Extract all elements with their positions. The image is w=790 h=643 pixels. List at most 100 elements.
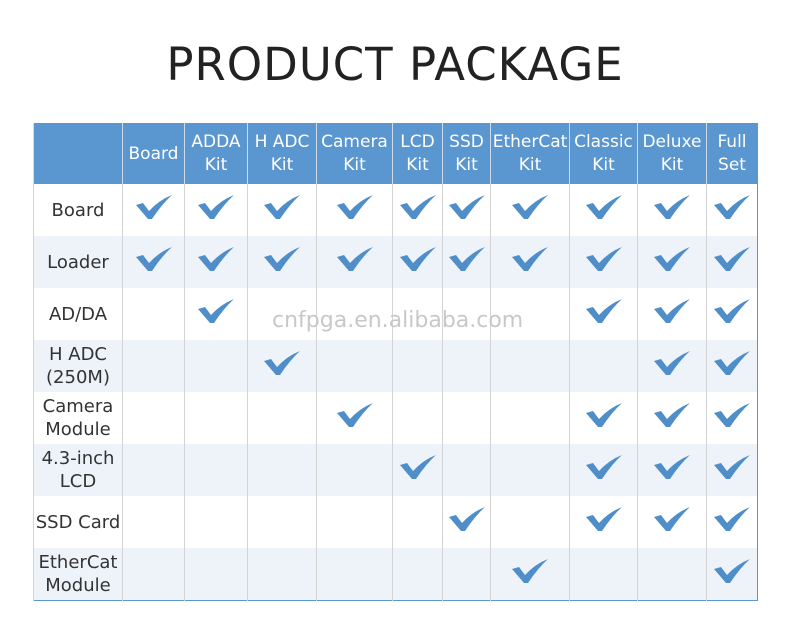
- cell: [247, 444, 317, 496]
- cell: [122, 548, 185, 601]
- check-icon: [448, 246, 486, 272]
- cell: [706, 236, 758, 288]
- check-icon: [585, 506, 623, 532]
- cell: [316, 548, 393, 601]
- check-icon: [653, 350, 691, 376]
- cell: [490, 548, 570, 601]
- row-label: AD/DA: [33, 288, 123, 340]
- table-row: Loader: [33, 236, 758, 288]
- cell: [637, 444, 707, 496]
- cell: [184, 340, 248, 392]
- cell: [637, 340, 707, 392]
- check-icon: [448, 194, 486, 220]
- cell: [637, 392, 707, 444]
- cell: [392, 496, 443, 548]
- cell: [122, 184, 185, 236]
- check-icon: [653, 298, 691, 324]
- row-label: H ADC (250M): [33, 340, 123, 392]
- cell: [706, 444, 758, 496]
- cell: [122, 236, 185, 288]
- cell: [442, 392, 491, 444]
- column-header: ADDA Kit: [184, 123, 248, 184]
- check-icon: [197, 298, 235, 324]
- cell: [442, 548, 491, 601]
- cell: [392, 340, 443, 392]
- check-icon: [135, 246, 173, 272]
- check-icon: [585, 298, 623, 324]
- cell: [706, 548, 758, 601]
- cell: [706, 392, 758, 444]
- column-header: Camera Kit: [316, 123, 393, 184]
- cell: [392, 392, 443, 444]
- cell: [706, 340, 758, 392]
- column-header: Full Set: [706, 123, 758, 184]
- check-icon: [713, 298, 751, 324]
- cell: [569, 444, 638, 496]
- cell: [490, 288, 570, 340]
- cell: [316, 496, 393, 548]
- cell: [316, 444, 393, 496]
- column-header: Deluxe Kit: [637, 123, 707, 184]
- check-icon: [399, 246, 437, 272]
- check-icon: [511, 246, 549, 272]
- row-label: SSD Card: [33, 496, 123, 548]
- cell: [637, 496, 707, 548]
- cell: [184, 496, 248, 548]
- column-header: H ADC Kit: [247, 123, 317, 184]
- check-icon: [263, 194, 301, 220]
- cell: [637, 236, 707, 288]
- cell: [247, 496, 317, 548]
- cell: [637, 548, 707, 601]
- cell: [706, 184, 758, 236]
- row-label: Camera Module: [33, 392, 123, 444]
- cell: [247, 340, 317, 392]
- check-icon: [197, 194, 235, 220]
- cell: [316, 236, 393, 288]
- cell: [184, 548, 248, 601]
- row-label: EtherCat Module: [33, 548, 123, 601]
- table-row: H ADC (250M): [33, 340, 758, 392]
- cell: [569, 288, 638, 340]
- cell: [442, 236, 491, 288]
- cell: [442, 288, 491, 340]
- check-icon: [653, 246, 691, 272]
- cell: [316, 184, 393, 236]
- check-icon: [399, 454, 437, 480]
- cell: [184, 184, 248, 236]
- cell: [392, 548, 443, 601]
- check-icon: [713, 402, 751, 428]
- cell: [569, 548, 638, 601]
- table-row: EtherCat Module: [33, 548, 758, 601]
- cell: [122, 444, 185, 496]
- check-icon: [713, 350, 751, 376]
- cell: [490, 444, 570, 496]
- cell: [247, 184, 317, 236]
- check-icon: [197, 246, 235, 272]
- cell: [490, 184, 570, 236]
- column-header: Classic Kit: [569, 123, 638, 184]
- cell: [490, 236, 570, 288]
- cell: [490, 392, 570, 444]
- cell: [706, 288, 758, 340]
- cell: [490, 340, 570, 392]
- column-header: SSD Kit: [442, 123, 491, 184]
- cell: [442, 496, 491, 548]
- cell: [569, 392, 638, 444]
- table-row: 4.3-inch LCD: [33, 444, 758, 496]
- table-row: SSD Card: [33, 496, 758, 548]
- cell: [392, 444, 443, 496]
- check-icon: [585, 402, 623, 428]
- column-header: [33, 123, 123, 184]
- watermark: cnfpga.en.alibaba.com: [272, 308, 524, 333]
- table-row: Camera Module: [33, 392, 758, 444]
- check-icon: [135, 194, 173, 220]
- column-header: EtherCat Kit: [490, 123, 570, 184]
- cell: [442, 340, 491, 392]
- cell: [184, 444, 248, 496]
- check-icon: [585, 194, 623, 220]
- check-icon: [336, 194, 374, 220]
- cell: [316, 392, 393, 444]
- cell: [569, 236, 638, 288]
- check-icon: [336, 246, 374, 272]
- cell: [392, 184, 443, 236]
